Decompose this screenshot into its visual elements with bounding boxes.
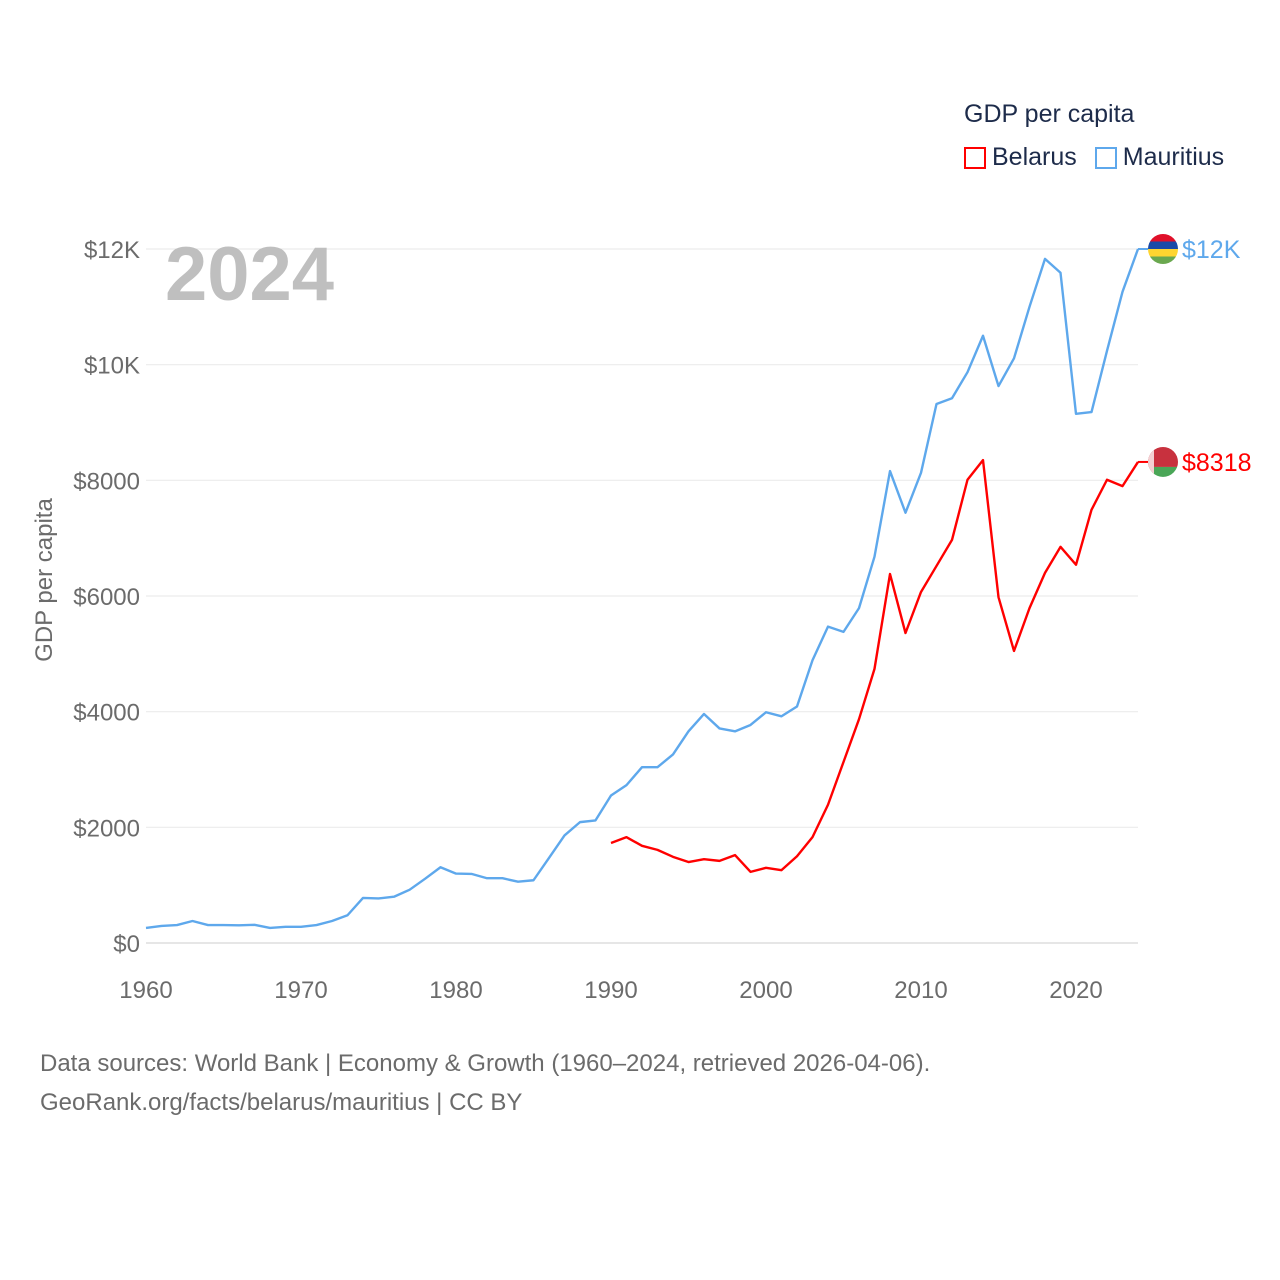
- x-tick-label: 1980: [429, 977, 482, 1004]
- legend-swatch-mauritius: [1094, 146, 1117, 169]
- footer: Data sources: World Bank | Economy & Gro…: [40, 1044, 930, 1122]
- footer-link[interactable]: GeoRank.org/facts/belarus/mauritius | CC…: [40, 1089, 523, 1116]
- x-tick-label: 2000: [739, 977, 792, 1004]
- legend-label-mauritius: Mauritius: [1122, 143, 1225, 171]
- end-value-label-mauritius: $12K: [1182, 236, 1241, 264]
- legend: Belarus Mauritius: [964, 143, 1224, 172]
- mauritius-flag-icon: [1148, 234, 1178, 264]
- legend-swatch-belarus: [964, 146, 986, 169]
- y-axis-label: GDP per capita: [31, 498, 58, 662]
- y-tick-label: $4000: [73, 700, 140, 727]
- y-tick-label: $8000: [73, 468, 140, 495]
- legend-item-mauritius[interactable]: Mauritius: [1094, 143, 1225, 172]
- legend-label-belarus: Belarus: [992, 143, 1077, 171]
- x-tick-label: 2020: [1049, 977, 1102, 1004]
- y-tick-label: $0: [113, 931, 140, 958]
- x-tick-label: 1960: [119, 977, 172, 1004]
- y-tick-label: $10K: [84, 353, 140, 380]
- y-tick-label: $2000: [73, 815, 140, 842]
- year-title: 2024: [165, 232, 334, 317]
- belarus-flag-icon: [1148, 446, 1178, 477]
- x-tick-label: 1970: [274, 977, 327, 1004]
- y-tick-label: $12K: [84, 237, 140, 264]
- legend-title: GDP per capita: [964, 100, 1135, 128]
- x-tick-label: 2010: [894, 977, 947, 1004]
- x-tick-label: 1990: [584, 977, 637, 1004]
- series-line-belarus: [610, 458, 1140, 874]
- end-value-label-belarus: $8318: [1182, 449, 1252, 477]
- y-tick-label: $6000: [73, 584, 140, 611]
- legend-item-belarus[interactable]: Belarus: [964, 143, 1077, 172]
- footer-sources: Data sources: World Bank | Economy & Gro…: [40, 1050, 931, 1077]
- series-line-mauritius: [145, 248, 1140, 930]
